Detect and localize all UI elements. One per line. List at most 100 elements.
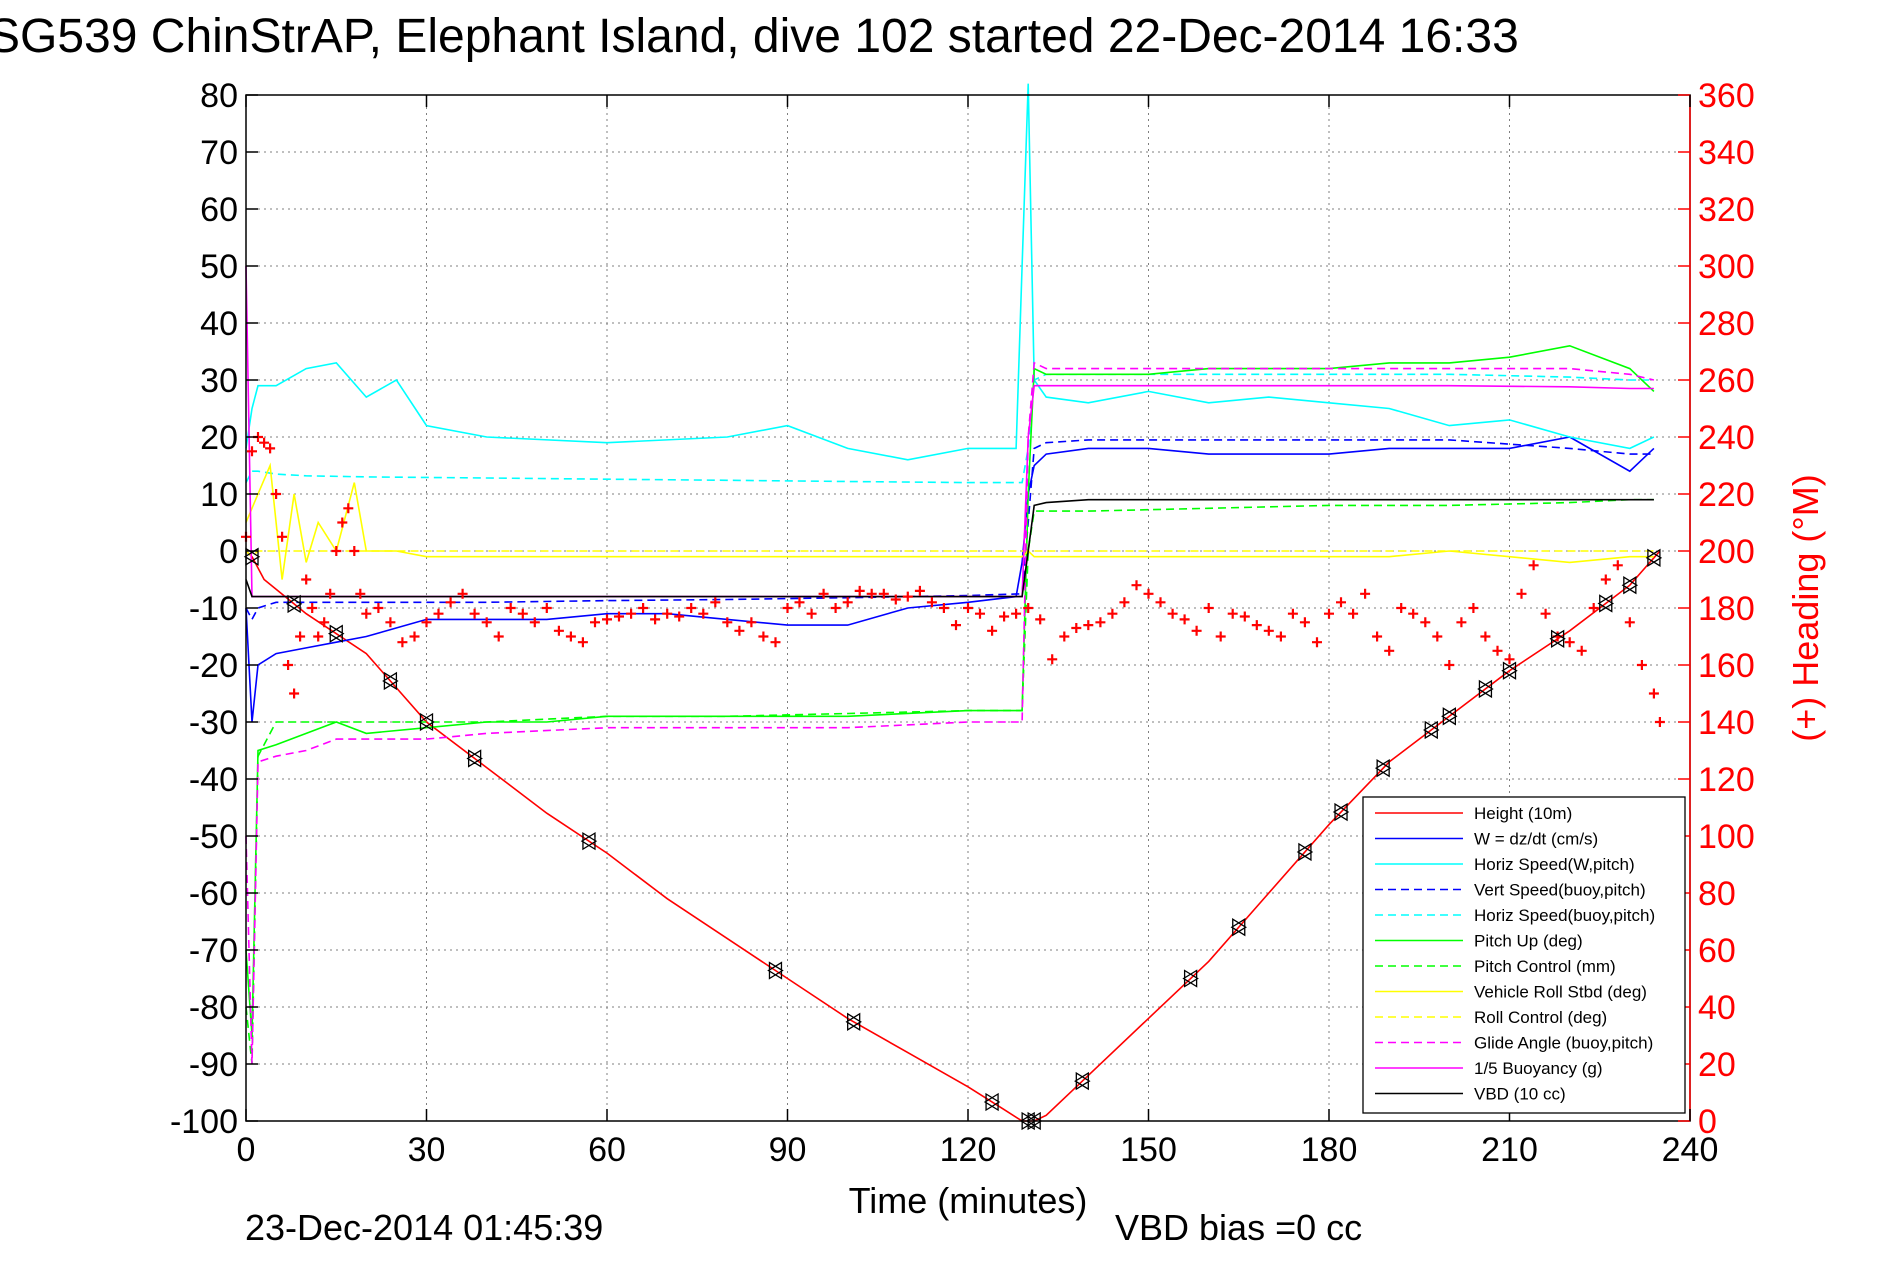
legend-label: Height (10m) (1474, 804, 1572, 823)
heading-point (951, 620, 961, 631)
series-vert-speed-buoy-pitch (245, 439, 1654, 622)
heading-point (866, 588, 877, 599)
heading-point (295, 631, 306, 642)
legend-label: VBD (10 cc) (1474, 1085, 1566, 1104)
y2-tick-label: 280 (1698, 305, 1755, 343)
dive-marker (1074, 1071, 1091, 1091)
heading-point (662, 608, 673, 619)
heading-point (1624, 617, 1635, 628)
heading-point (878, 588, 889, 599)
heading-point (1636, 660, 1647, 670)
y-tick-label: 80 (200, 77, 238, 115)
heading-point (987, 625, 998, 636)
heading-point (1155, 597, 1166, 608)
heading-point (1119, 597, 1130, 608)
series-horiz-speed-buoy-pitch (245, 373, 1654, 484)
heading-point (1528, 560, 1539, 571)
dive-marker (1441, 707, 1458, 726)
heading-point (1408, 608, 1419, 619)
heading-point (1360, 588, 1371, 599)
heading-point (902, 591, 913, 602)
y2-tick-label: 360 (1698, 77, 1755, 115)
x-tick-label: 180 (1301, 1131, 1358, 1169)
heading-point (1179, 614, 1190, 625)
heading-point (331, 546, 342, 556)
heading-point (373, 603, 384, 613)
heading-point (722, 617, 733, 628)
dive-marker (767, 961, 784, 980)
heading-point (1456, 617, 1467, 628)
heading-point (319, 617, 330, 628)
heading-point (650, 614, 661, 625)
heading-point (307, 603, 318, 613)
heading-point (686, 603, 697, 613)
heading-point (271, 489, 282, 499)
heading-point (1492, 645, 1503, 656)
series-glide-angle-buoy-pitch (245, 361, 1655, 1065)
heading-point (1035, 614, 1046, 625)
y2-tick-label: 120 (1698, 761, 1755, 799)
heading-point (1299, 617, 1310, 628)
y2-tick-label: 200 (1698, 533, 1755, 571)
dive-marker (1549, 629, 1566, 648)
heading-point (758, 631, 769, 642)
heading-point (1312, 637, 1322, 648)
heading-point (1071, 623, 1082, 633)
heading-point (1167, 608, 1178, 619)
heading-point (1480, 631, 1491, 642)
x-tick-label: 0 (237, 1131, 256, 1169)
dive-marker (1645, 548, 1663, 568)
axes: 80706050403020100-10-20-30-40-50-60-70-8… (170, 77, 1755, 1169)
y-tick-label: -50 (189, 818, 238, 856)
heading-point (806, 608, 817, 619)
heading-point (1468, 603, 1479, 613)
dive-marker (418, 712, 435, 732)
heading-point (1095, 617, 1106, 628)
heading-point (938, 603, 949, 613)
y-tick-label: -10 (189, 590, 238, 628)
heading-point (469, 608, 480, 619)
legend-label: W = dz/dt (cm/s) (1474, 830, 1598, 849)
y2-tick-label: 0 (1698, 1103, 1717, 1141)
heading-point (1648, 688, 1659, 699)
dive-marker (285, 594, 303, 614)
y-tick-label: 20 (200, 419, 238, 457)
heading-point (926, 597, 937, 608)
y-tick-label: 0 (219, 533, 238, 571)
series-pitch-control-mm (245, 498, 1654, 1065)
y-tick-label: 70 (200, 134, 238, 172)
heading-point (1384, 645, 1395, 656)
heading-point (1576, 645, 1587, 656)
series-vehicle-roll-stbd-deg (245, 462, 1654, 580)
dive-marker (1230, 918, 1247, 937)
heading-point (1275, 631, 1286, 642)
heading-point (674, 611, 685, 622)
x-tick-label: 240 (1662, 1131, 1719, 1169)
heading-point (517, 608, 528, 619)
legend-label: Roll Control (deg) (1474, 1008, 1607, 1027)
y-tick-label: -70 (189, 932, 238, 970)
y-tick-label: 50 (200, 248, 238, 286)
heading-point (1023, 603, 1034, 613)
y2-tick-label: 240 (1698, 419, 1755, 457)
dive-marker (1621, 576, 1639, 595)
heading-point (1263, 625, 1274, 636)
footer-vbd-bias: VBD bias =0 cc (1115, 1207, 1362, 1248)
heading-point (746, 617, 757, 628)
y-tick-label: 10 (200, 476, 238, 514)
heading-point (975, 608, 985, 619)
heading-point (325, 588, 336, 599)
dive-marker (1501, 661, 1518, 680)
legend-box (1362, 796, 1686, 1114)
heading-point (1540, 608, 1551, 619)
heading-point (842, 597, 853, 608)
heading-point (1432, 631, 1443, 642)
heading-point (830, 603, 841, 613)
heading-point (577, 637, 588, 648)
heading-point (626, 608, 637, 619)
y2-tick-label: 260 (1698, 362, 1755, 400)
y-tick-label: -30 (189, 704, 238, 742)
heading-point (914, 585, 925, 596)
series-roll-control-deg (245, 550, 1654, 558)
